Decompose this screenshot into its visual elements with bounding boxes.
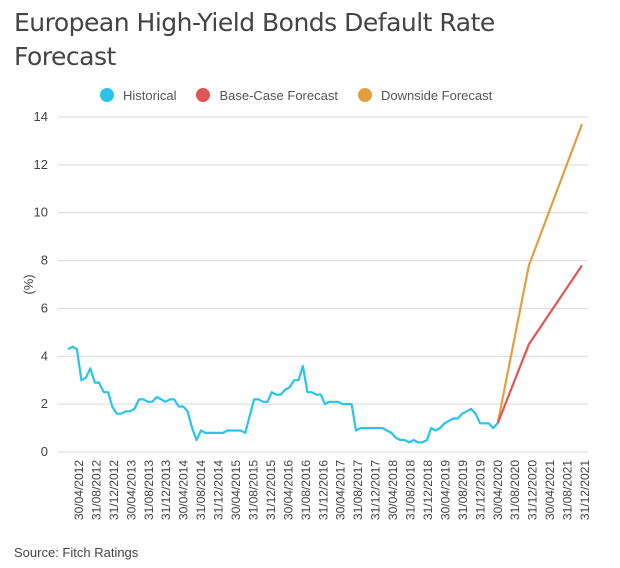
legend-dot-historical: [100, 88, 114, 102]
x-tick-label: 30/04/2016: [281, 460, 295, 520]
x-tick-label: 31/08/2014: [194, 460, 208, 520]
series-line-base-case-forecast: [496, 264, 583, 424]
x-tick-label: 31/08/2017: [351, 460, 365, 520]
legend-label-downside: Downside Forecast: [380, 87, 493, 103]
x-tick-label: 31/08/2018: [404, 460, 418, 520]
x-tick-label: 31/12/2020: [526, 460, 540, 520]
x-tick-label: 31/12/2018: [421, 460, 435, 520]
x-tick-label: 31/12/2016: [316, 460, 330, 520]
x-tick-label: 31/08/2019: [456, 460, 470, 520]
x-tick-label: 30/04/2014: [177, 460, 191, 520]
x-tick-label: 31/08/2021: [561, 460, 575, 520]
source-note: Source: Fitch Ratings: [14, 545, 139, 560]
x-tick-label: 31/08/2016: [299, 460, 313, 520]
x-tick-label: 31/08/2020: [508, 460, 522, 520]
x-tick-label: 31/12/2013: [159, 460, 173, 520]
y-axis-label: (%): [21, 274, 36, 294]
x-tick-label: 30/04/2020: [491, 460, 505, 520]
y-tick-label-8: 8: [41, 253, 48, 268]
legend-label-historical: Historical: [123, 87, 177, 103]
x-tick-label: 30/04/2015: [229, 460, 243, 520]
legend-dot-base-case: [196, 88, 211, 102]
y-tick-label-10: 10: [34, 205, 48, 220]
x-tick-label: 31/12/2014: [212, 460, 226, 520]
x-tick-label: 31/08/2013: [142, 460, 156, 520]
legend-item-downside[interactable]: Downside Forecast: [357, 87, 493, 103]
x-tick-label: 31/12/2019: [473, 460, 487, 520]
legend-item-base-case[interactable]: Base-Case Forecast: [196, 88, 338, 103]
legend-label-base-case: Base-Case Forecast: [219, 87, 338, 103]
chart-legend: Historical Base-Case Forecast Downside F…: [100, 85, 512, 105]
y-tick-label-14: 14: [34, 109, 48, 124]
x-tick-label: 31/08/2015: [246, 460, 260, 520]
x-tick-label: 30/04/2021: [543, 460, 557, 520]
series-line-downside-forecast: [496, 123, 584, 424]
x-tick-label: 31/08/2012: [89, 460, 103, 520]
x-tick-label: 31/12/2021: [578, 460, 592, 520]
series-line-historical: [67, 345, 499, 444]
x-tick-label: 30/04/2012: [72, 460, 86, 520]
y-tick-label-4: 4: [41, 348, 48, 363]
x-tick-label: 30/04/2019: [438, 460, 452, 520]
x-tick-label: 31/12/2017: [369, 460, 383, 520]
y-tick-label-6: 6: [41, 300, 48, 315]
x-tick-label: 30/04/2017: [334, 460, 348, 520]
y-tick-label-12: 12: [34, 157, 48, 172]
x-tick-label: 31/12/2012: [107, 460, 121, 520]
y-tick-label-0: 0: [41, 444, 48, 459]
x-tick-label: 30/04/2018: [386, 460, 400, 520]
legend-item-historical[interactable]: Historical: [100, 88, 176, 103]
x-tick-label: 30/04/2013: [124, 460, 138, 520]
x-tick-label: 31/12/2015: [264, 460, 278, 520]
legend-dot-downside: [357, 88, 372, 102]
y-tick-label-2: 2: [41, 396, 48, 411]
chart-title: European High-Yield Bonds Default Rate F…: [14, 8, 495, 71]
